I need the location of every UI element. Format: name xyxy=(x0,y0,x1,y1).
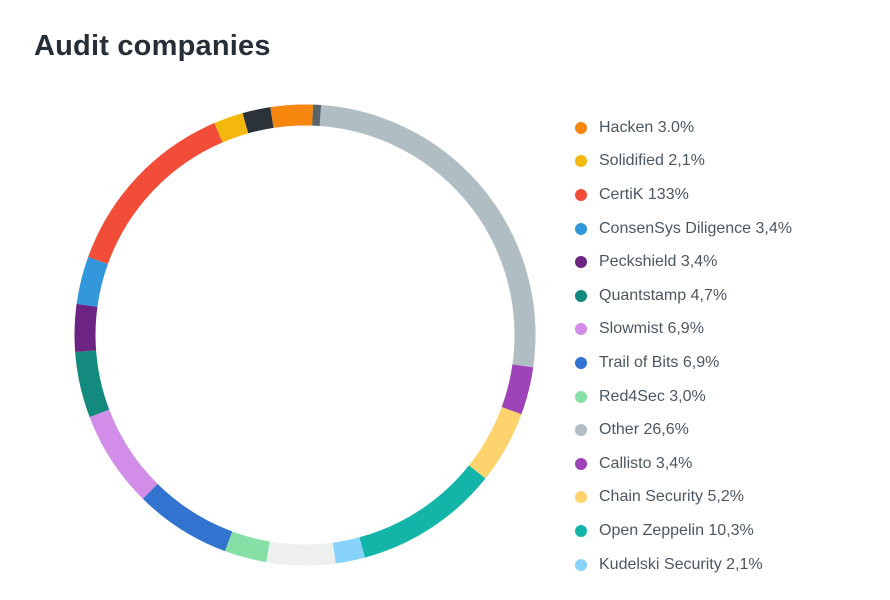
legend-swatch xyxy=(575,457,587,470)
legend-label: Quantstamp 4,7% xyxy=(599,286,728,304)
legend-item: Peckshield 3,4% xyxy=(575,245,792,279)
legend-item: Solidified 2,1% xyxy=(575,145,792,179)
slice-other xyxy=(74,104,536,566)
legend-swatch xyxy=(575,188,587,201)
legend-swatch xyxy=(575,121,587,134)
legend-label: Red4Sec 3,0% xyxy=(599,387,706,405)
slice-kudelski xyxy=(74,104,536,566)
legend-label: ConsenSys Diligence 3,4% xyxy=(599,219,792,237)
legend-item: Slowmist 6,9% xyxy=(575,313,792,347)
legend-label: Kudelski Security 2,1% xyxy=(599,555,763,573)
legend-swatch xyxy=(575,155,587,168)
legend-item: ConsenSys Diligence 3,4% xyxy=(575,212,792,246)
legend-label: Slowmist 6,9% xyxy=(599,320,704,338)
chart-title: Audit companies xyxy=(34,30,271,62)
slice-open xyxy=(74,104,536,566)
slice-consensys xyxy=(74,104,536,566)
slice-hacken xyxy=(74,104,536,566)
legend-swatch xyxy=(575,558,587,571)
legend-label: Callisto 3,4% xyxy=(599,454,693,472)
legend-item: Hacken 3.0% xyxy=(575,111,792,145)
legend-item: Trail of Bits 6,9% xyxy=(575,346,792,380)
legend-item: Quantstamp 4,7% xyxy=(575,279,792,313)
legend-swatch xyxy=(575,390,587,403)
slice-chain xyxy=(74,104,536,566)
slice-unlabeled xyxy=(74,104,536,566)
legend-swatch xyxy=(575,356,587,369)
legend-swatch xyxy=(575,289,587,302)
legend-item: Open Zeppelin 10,3% xyxy=(575,514,792,548)
slice-peckshield xyxy=(74,104,536,566)
legend-item: Red4Sec 3,0% xyxy=(575,380,792,414)
slice-slowmist xyxy=(74,104,536,566)
legend-label: Other 26,6% xyxy=(599,421,689,439)
legend-swatch xyxy=(575,323,587,336)
legend-label: Hacken 3.0% xyxy=(599,118,695,136)
slice-solidified xyxy=(74,104,536,566)
legend-label: Chain Security 5,2% xyxy=(599,488,744,506)
legend-swatch xyxy=(575,222,587,235)
legend-item: Callisto 3,4% xyxy=(575,447,792,481)
slice-unlabeled xyxy=(74,104,536,566)
chart-legend: Hacken 3.0% Solidified 2,1% CertiK 133% Con… xyxy=(575,111,792,581)
slice-callisto xyxy=(74,104,536,566)
legend-label: Peckshield 3,4% xyxy=(599,253,718,271)
slice-certik xyxy=(74,104,536,566)
legend-label: Solidified 2,1% xyxy=(599,152,705,170)
legend-item: Kudelski Security 2,1% xyxy=(575,548,792,582)
slice-unlabeled xyxy=(74,104,536,566)
legend-item: Other 26,6% xyxy=(575,413,792,447)
legend-item: Chain Security 5,2% xyxy=(575,481,792,515)
donut-chart xyxy=(74,104,536,566)
legend-swatch xyxy=(575,256,587,269)
legend-item: CertiK 133% xyxy=(575,178,792,212)
legend-label: Trail of Bits 6,9% xyxy=(599,353,720,371)
legend-swatch xyxy=(575,524,587,537)
legend-swatch xyxy=(575,491,587,504)
legend-label: Open Zeppelin 10,3% xyxy=(599,521,754,539)
legend-label: CertiK 133% xyxy=(599,185,689,203)
slice-trail xyxy=(74,104,536,566)
legend-swatch xyxy=(575,424,587,437)
slice-quantstamp xyxy=(74,104,536,566)
slice-red4sec xyxy=(74,104,536,566)
